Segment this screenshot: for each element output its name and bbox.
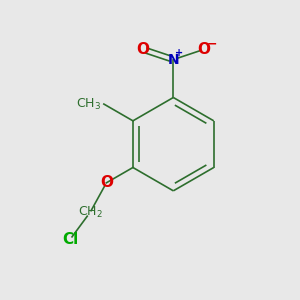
- Text: CH$_3$: CH$_3$: [76, 97, 101, 112]
- Text: $\mathregular{N}$: $\mathregular{N}$: [167, 52, 179, 67]
- Text: CH$_2$: CH$_2$: [78, 204, 103, 220]
- Text: Cl: Cl: [62, 232, 78, 247]
- Text: +: +: [175, 48, 183, 58]
- Text: O: O: [136, 42, 149, 57]
- Text: O: O: [197, 42, 211, 57]
- Text: −: −: [207, 37, 217, 50]
- Text: O: O: [100, 175, 113, 190]
